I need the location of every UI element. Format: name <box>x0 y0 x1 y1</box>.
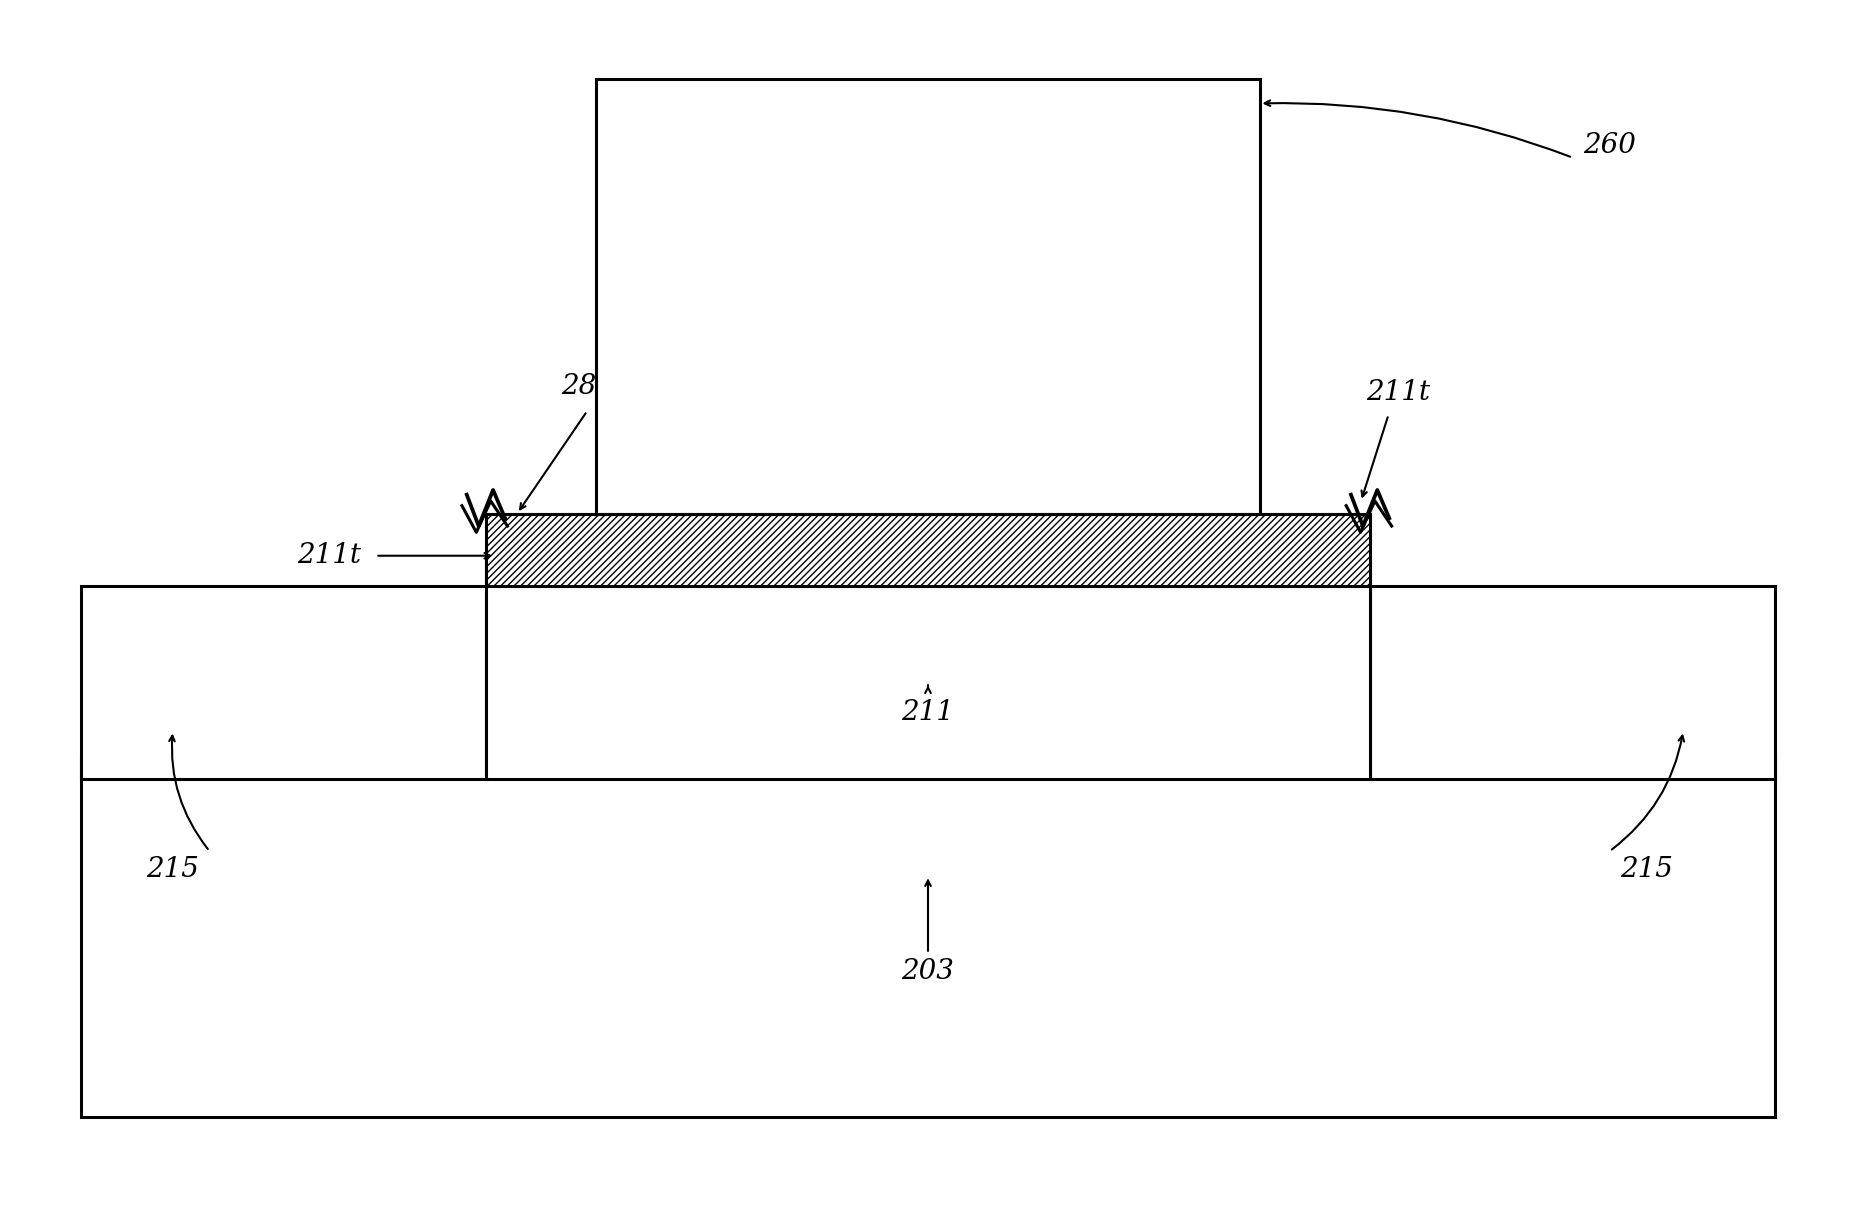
Bar <box>80 586 486 778</box>
Text: 280: 280 <box>560 373 614 400</box>
Text: 260: 260 <box>1582 132 1634 159</box>
Bar <box>595 79 1260 514</box>
Text: 251: 251 <box>1085 361 1137 388</box>
Text: 215: 215 <box>1619 855 1671 883</box>
Text: 211t: 211t <box>1365 379 1428 406</box>
Text: 215: 215 <box>147 855 198 883</box>
Bar <box>486 561 1369 778</box>
Text: 211: 211 <box>902 699 953 726</box>
Text: 211t: 211t <box>297 542 362 570</box>
Bar <box>1369 586 1775 778</box>
Text: 203: 203 <box>902 959 953 986</box>
Bar <box>80 755 1775 1116</box>
Bar <box>486 514 1369 586</box>
